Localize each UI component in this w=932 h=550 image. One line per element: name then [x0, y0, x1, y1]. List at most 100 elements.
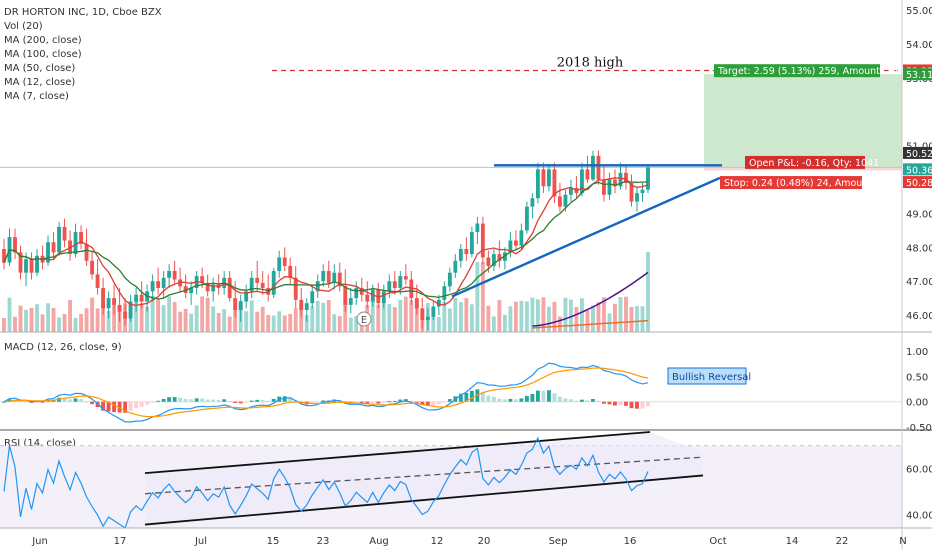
ma-7-line	[3, 177, 649, 307]
macd-pane: Bullish Reversal	[0, 362, 902, 423]
candle-body	[321, 271, 326, 282]
candle-body	[524, 206, 529, 231]
macd-histogram-bar	[376, 401, 381, 404]
price-tick-label: 48.00	[906, 243, 932, 254]
candle-body	[24, 259, 28, 273]
rsi-line	[3, 436, 649, 529]
candle-body	[354, 287, 359, 299]
ma-orange-line	[532, 319, 649, 329]
macd-histogram-bar	[414, 401, 419, 403]
candle-body	[139, 294, 144, 302]
volume-bar	[403, 296, 408, 332]
macd-histogram-bar	[425, 401, 430, 407]
indicator-ma12[interactable]: MA (12, close)	[4, 77, 76, 88]
candle-body	[480, 223, 485, 258]
bullish-reversal-bg	[667, 367, 747, 385]
x-tick-label: 16	[624, 536, 637, 547]
volume-bar	[310, 306, 315, 332]
macd-histogram-bar	[502, 399, 507, 402]
indicator-ma200[interactable]: MA (200, close)	[4, 35, 82, 46]
price-tag-bg	[903, 146, 932, 159]
macd-histogram-bar	[458, 393, 463, 402]
volume-bar	[68, 299, 72, 332]
volume-bar	[513, 301, 518, 332]
candle-body	[398, 276, 403, 288]
volume-bar	[591, 305, 595, 332]
macd-pane-label[interactable]: MACD (12, 26, close, 9)	[4, 342, 122, 353]
macd-histogram-bar	[260, 399, 265, 402]
macd-histogram-bar	[134, 401, 139, 409]
macd-histogram-bar	[79, 399, 83, 402]
rsi-channel-bottom	[144, 474, 704, 526]
macd-histogram-bar	[156, 400, 161, 402]
volume-bar	[398, 299, 403, 332]
candle-body	[491, 254, 496, 266]
volume-bar	[255, 311, 260, 332]
x-tick-label: 15	[267, 536, 280, 547]
macd-histogram-bar	[497, 398, 502, 402]
macd-histogram-bar	[442, 401, 447, 403]
macd-tick-label: 1.00	[906, 347, 928, 358]
indicator-ma50[interactable]: MA (50, close)	[4, 63, 76, 74]
volume-bar	[249, 300, 254, 332]
volume-bar	[348, 317, 353, 332]
candle-body	[266, 287, 271, 295]
macd-histogram-bar	[90, 401, 94, 405]
earnings-marker: E	[356, 311, 372, 327]
macd-histogram-bar	[530, 393, 535, 402]
price-tag-label: 50.36	[906, 165, 932, 176]
price-tick-label: 47.00	[906, 277, 932, 288]
candle-body	[635, 193, 639, 202]
candle-body	[381, 291, 386, 304]
target-label: Target: 2.59 (5.13%) 259, Amount: 3696.1…	[714, 64, 925, 78]
macd-histogram-bar	[51, 400, 56, 402]
candle-body	[299, 299, 304, 310]
macd-histogram-bar	[73, 398, 78, 402]
macd-histogram-bar	[282, 396, 287, 402]
volume-bar	[101, 303, 106, 332]
volume-bar	[409, 300, 414, 332]
candle-body	[18, 252, 23, 273]
candle-body	[90, 260, 94, 275]
volume-bar	[112, 301, 117, 332]
candle-body	[304, 303, 309, 310]
candle-body	[420, 308, 425, 321]
candle-body	[613, 179, 617, 187]
candle-body	[271, 271, 276, 295]
volume-bar	[326, 299, 331, 332]
volume-bar	[530, 297, 535, 332]
volume-bar	[73, 317, 78, 332]
candle-body	[414, 298, 419, 309]
macd-histogram-bar	[172, 397, 177, 402]
volume-bar	[519, 300, 524, 332]
candle-body	[183, 286, 188, 294]
volume-bar	[563, 297, 568, 332]
rsi-pane-label[interactable]: RSI (14, close)	[4, 438, 77, 449]
macd-histogram-bar	[211, 399, 216, 402]
volume-bar	[216, 312, 221, 332]
candle-body	[117, 304, 122, 312]
symbol-title[interactable]: DR HORTON INC, 1D, Cboe BZX	[4, 7, 162, 18]
macd-histogram-bar	[222, 399, 227, 402]
volume-bar	[370, 301, 375, 332]
macd-histogram-bar	[558, 396, 562, 402]
macd-histogram-bar	[596, 400, 601, 402]
volume-bar	[640, 306, 645, 332]
volume-bar	[332, 314, 337, 332]
candle-body	[607, 179, 612, 195]
volume-bar	[343, 300, 348, 332]
volume-bar	[244, 311, 249, 332]
indicator-ma100[interactable]: MA (100, close)	[4, 49, 82, 60]
indicator-vol[interactable]: Vol (20)	[4, 21, 43, 32]
macd-histogram-bar	[640, 401, 645, 409]
volume-bar	[321, 302, 326, 332]
volume-bar	[2, 318, 6, 332]
macd-histogram-bar	[200, 398, 205, 402]
macd-histogram-bar	[580, 399, 584, 402]
indicator-ma7[interactable]: MA (7, close)	[4, 91, 69, 102]
target-label-text: Target: 2.59 (5.13%) 259, Amount: 3696.1…	[717, 66, 925, 77]
candle-body	[73, 232, 78, 255]
candle-body	[640, 189, 645, 194]
volume-bar	[40, 314, 45, 332]
